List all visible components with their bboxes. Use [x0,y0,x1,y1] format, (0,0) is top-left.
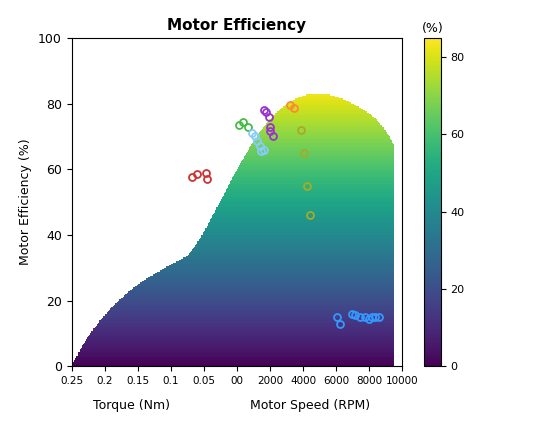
Text: Motor Speed (RPM): Motor Speed (RPM) [250,399,370,412]
Y-axis label: Motor Efficiency (%): Motor Efficiency (%) [19,139,33,265]
Title: Motor Efficiency: Motor Efficiency [168,18,306,32]
Text: Torque (Nm): Torque (Nm) [93,399,170,412]
Title: (%): (%) [422,22,444,35]
